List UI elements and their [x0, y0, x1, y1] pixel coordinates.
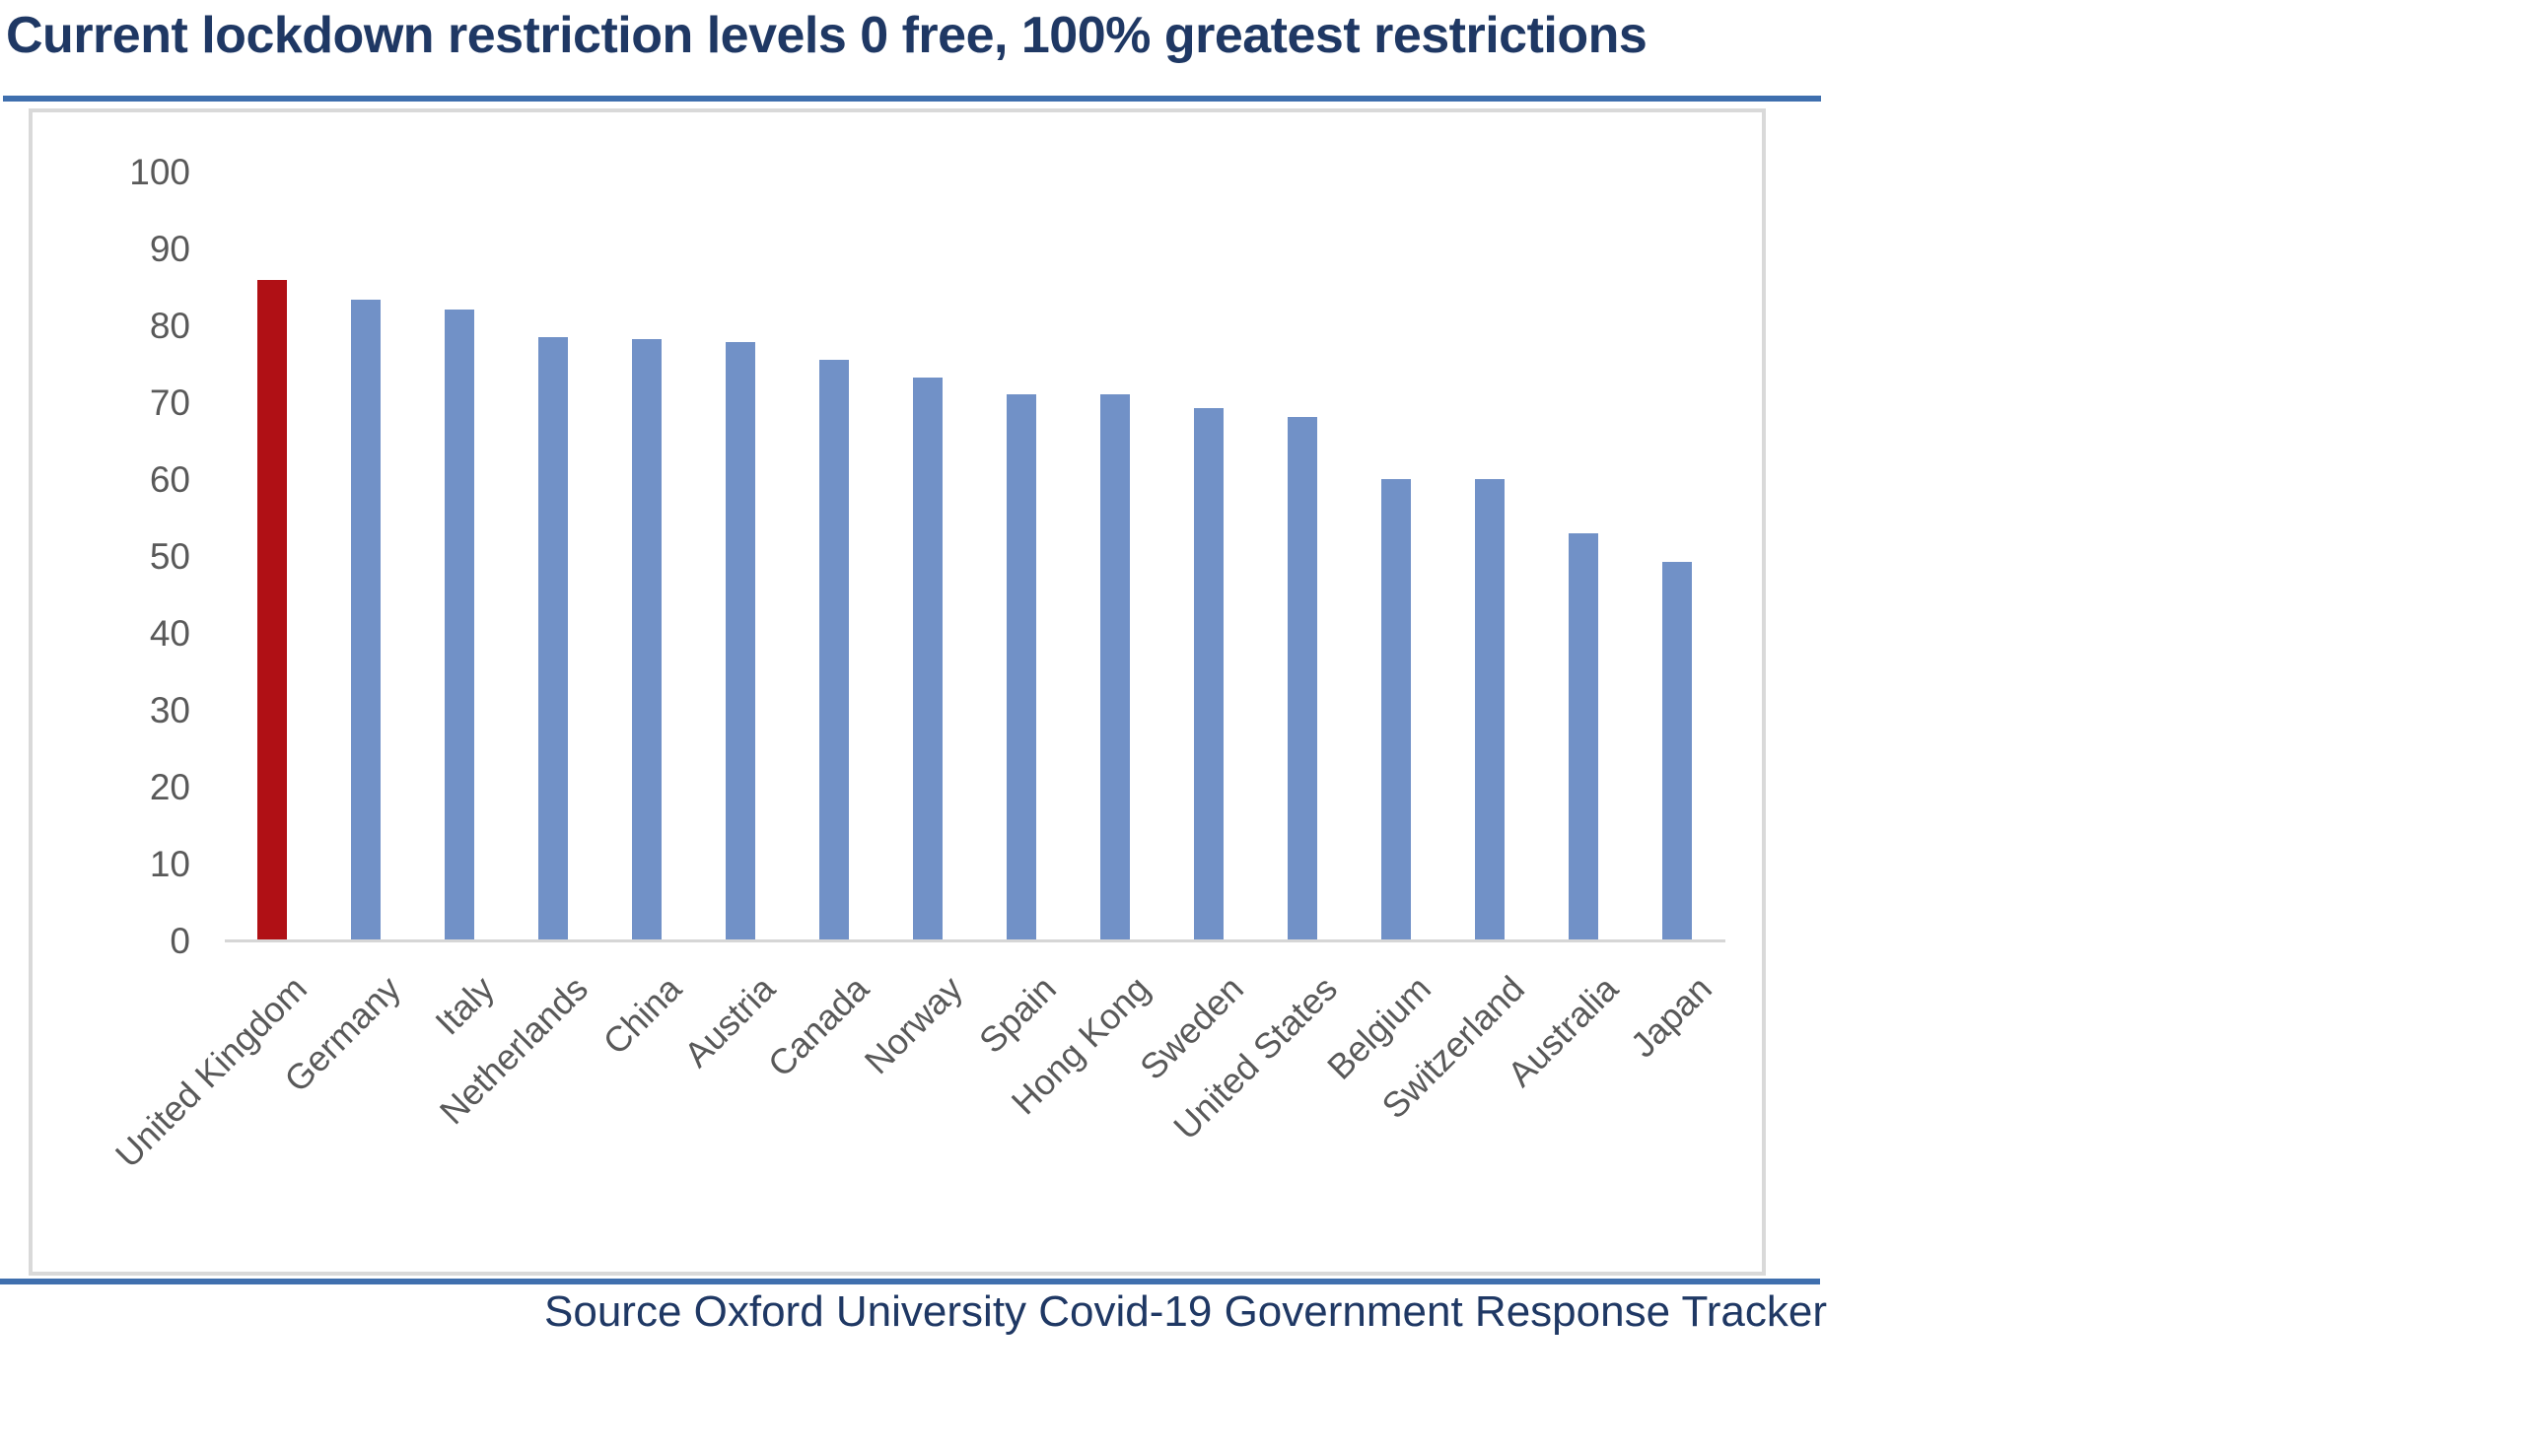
bar-germany — [350, 300, 381, 941]
bar-australia — [1568, 533, 1598, 941]
bar-sweden — [1193, 408, 1224, 941]
y-tick-label-70: 70 — [149, 382, 190, 423]
x-axis-line — [225, 939, 1725, 942]
bar-netherlands — [537, 337, 568, 941]
bar-canada — [818, 360, 849, 941]
y-tick-label-60: 60 — [149, 459, 190, 500]
y-tick-label-80: 80 — [149, 306, 190, 346]
source-note: Source Oxford University Covid-19 Govern… — [544, 1287, 1827, 1336]
bar-switzerland — [1474, 479, 1505, 941]
bar-italy — [444, 310, 474, 941]
bottom-divider-rule — [0, 1279, 1820, 1284]
y-tick-label-100: 100 — [129, 152, 190, 192]
y-tick-label-20: 20 — [149, 767, 190, 807]
bar-hong-kong — [1099, 394, 1130, 941]
y-tick-label-30: 30 — [149, 690, 190, 730]
bar-norway — [912, 378, 943, 941]
y-tick-label-10: 10 — [149, 844, 190, 884]
page-title: Current lockdown restriction levels 0 fr… — [6, 7, 1648, 64]
bar-japan — [1661, 562, 1692, 941]
bar-spain — [1006, 394, 1036, 941]
title-underline-rule — [3, 96, 1821, 102]
y-tick-label-90: 90 — [149, 229, 190, 269]
y-tick-label-0: 0 — [170, 921, 190, 961]
bar-united-kingdom — [256, 280, 287, 941]
bar-united-states — [1287, 417, 1317, 941]
bar-belgium — [1380, 479, 1411, 941]
y-tick-label-50: 50 — [149, 536, 190, 577]
bar-austria — [725, 342, 755, 941]
y-tick-label-40: 40 — [149, 613, 190, 654]
bar-china — [631, 339, 662, 941]
